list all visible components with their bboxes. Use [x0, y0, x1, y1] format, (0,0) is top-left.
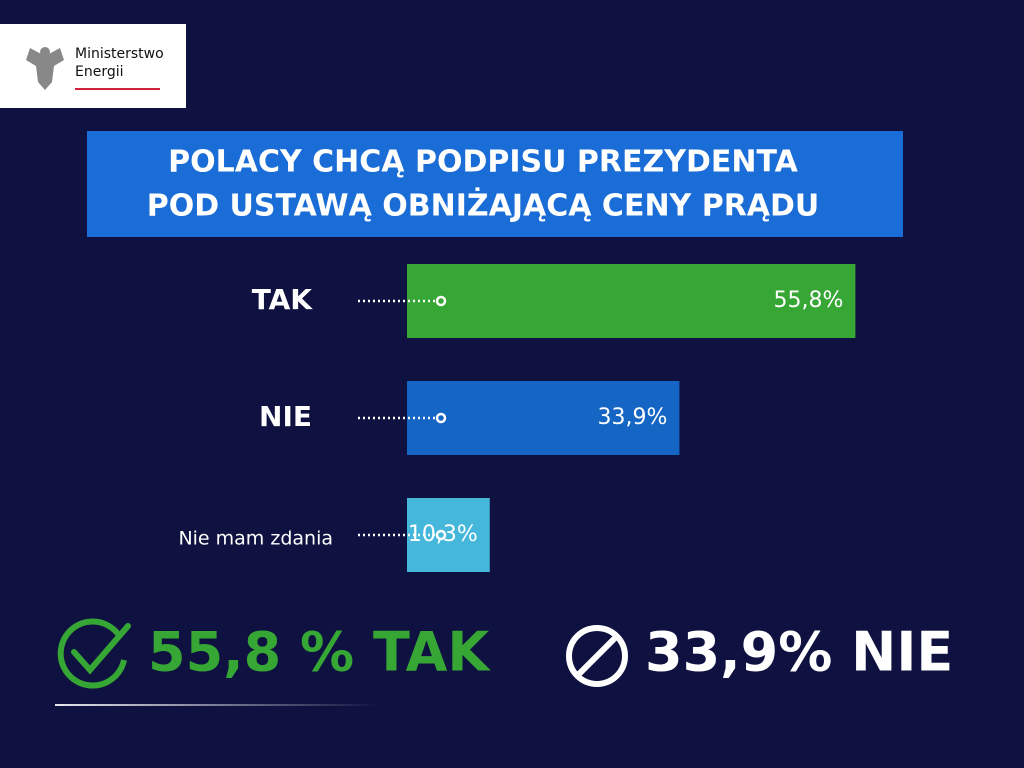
connector-dot — [435, 529, 447, 541]
eagle-icon — [26, 47, 64, 90]
bar — [407, 381, 680, 455]
summary-no: 33,9% NIE — [645, 621, 953, 684]
logo: Ministerstwo Energii — [0, 24, 186, 108]
chart-title: POLACY CHCĄ PODPISU PREZYDENTA — [168, 145, 798, 180]
connector-dot — [435, 412, 447, 424]
bar — [407, 264, 856, 338]
title-box — [87, 131, 903, 237]
bar — [407, 498, 490, 572]
value-label: 33,9% — [598, 405, 668, 430]
logo-text: Ministerstwo — [75, 46, 164, 62]
underline — [55, 704, 380, 706]
category-label: TAK — [252, 283, 314, 316]
value-label: 55,8% — [774, 288, 844, 313]
logo-text: Energii — [75, 64, 124, 80]
category-label: Nie mam zdania — [178, 528, 333, 550]
chart-title: POD USTAWĄ OBNIŻAJĄCĄ CENY PRĄDU — [147, 188, 820, 224]
check-icon — [57, 618, 131, 689]
summary-yes: 55,8 % TAK — [148, 621, 491, 684]
bar-chart: TAK 55,8% NIE 33,9% Nie mam zdania 10,3% — [178, 264, 856, 572]
value-label: 10,3% — [408, 522, 478, 547]
connector-dot — [435, 295, 447, 307]
logo-box — [0, 24, 186, 108]
category-label: NIE — [259, 400, 312, 433]
no-icon — [566, 625, 628, 687]
